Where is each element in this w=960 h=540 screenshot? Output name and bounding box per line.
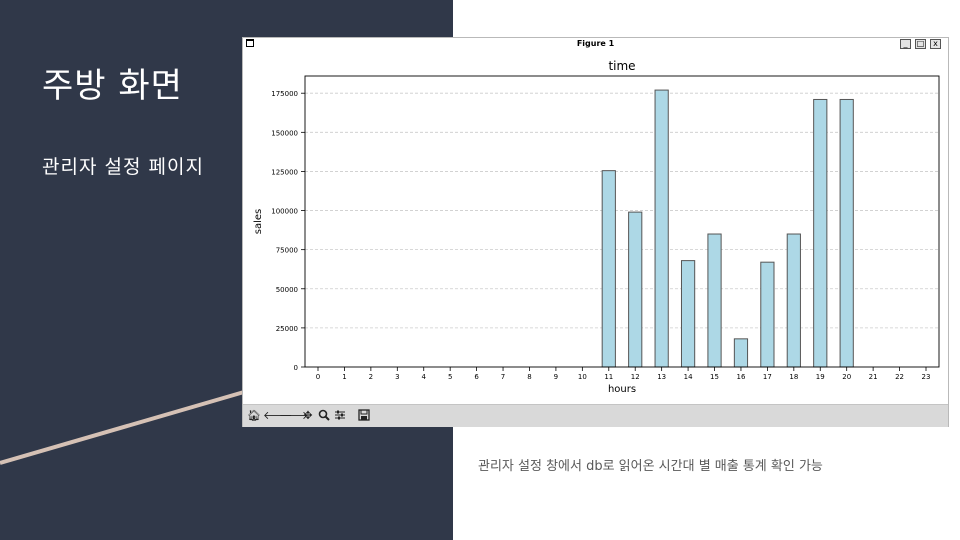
x-tick-label: 6 xyxy=(474,373,479,381)
window-icon xyxy=(246,39,254,47)
slide-title: 주방 화면 xyxy=(42,66,183,106)
x-tick-label: 12 xyxy=(631,373,640,381)
zoom-icon[interactable] xyxy=(317,409,331,423)
y-tick-label: 100000 xyxy=(271,208,298,216)
y-tick-label: 150000 xyxy=(271,129,298,137)
bar-chart: 0 25000 50000 75000 100000 125000 150000 175000… xyxy=(253,59,940,395)
x-tick-label: 13 xyxy=(657,373,666,381)
x-tick-label: 11 xyxy=(604,373,613,381)
window-titlebar[interactable]: Figure 1 _ □ x xyxy=(243,38,948,50)
x-tick-label: 5 xyxy=(448,373,452,381)
bar-16 xyxy=(733,338,749,368)
x-tick-label: 15 xyxy=(710,373,719,381)
y-axis-label: sales xyxy=(253,209,264,234)
x-tick-label: 4 xyxy=(422,373,427,381)
x-tick-label: 14 xyxy=(684,373,693,381)
y-tick-label: 25000 xyxy=(276,325,298,333)
bar-19 xyxy=(813,98,828,368)
x-tick-label: 23 xyxy=(922,373,931,381)
x-tick-label: 17 xyxy=(763,373,772,381)
x-axis-label: hours xyxy=(608,384,636,395)
x-tick-label: 9 xyxy=(554,373,558,381)
slide-subtitle: 관리자 설정 페이지 xyxy=(42,156,204,178)
x-tick-label: 18 xyxy=(789,373,798,381)
chart-title: time xyxy=(608,59,635,73)
minimize-button[interactable]: _ xyxy=(900,39,911,49)
home-icon[interactable]: 🏠︎ xyxy=(247,409,261,422)
x-tick-label: 0 xyxy=(316,373,320,381)
close-button[interactable]: x xyxy=(930,39,941,49)
x-tick-label: 8 xyxy=(527,373,531,381)
save-icon[interactable] xyxy=(357,409,371,423)
forward-arrow-icon[interactable]: 🡒 xyxy=(279,409,309,422)
x-tick-label: 20 xyxy=(842,373,851,381)
back-arrow-icon[interactable]: 🡐 xyxy=(263,409,293,422)
configure-subplots-icon[interactable] xyxy=(333,409,347,423)
x-tick-label: 1 xyxy=(342,373,346,381)
figure-toolbar: 🏠︎ 🡐 🡒 ✥ xyxy=(243,404,948,427)
y-tick-label: 125000 xyxy=(271,168,298,176)
bar-18 xyxy=(786,233,801,368)
x-tick-label: 2 xyxy=(369,373,373,381)
x-tick-label: 7 xyxy=(501,373,505,381)
figure-window: Figure 1 _ □ x 0 25000 50000 75000 100000 125… xyxy=(242,37,949,427)
bar-12 xyxy=(628,211,643,368)
x-tick-label: 16 xyxy=(736,373,745,381)
x-tick-label: 21 xyxy=(869,373,878,381)
maximize-button[interactable]: □ xyxy=(915,39,926,49)
y-tick-label: 175000 xyxy=(271,90,298,98)
bar-15 xyxy=(707,233,722,368)
y-tick-label: 75000 xyxy=(276,247,298,255)
x-tick-label: 3 xyxy=(395,373,399,381)
axes-frame xyxy=(304,75,940,368)
x-tick-label: 10 xyxy=(578,373,587,381)
bar-20 xyxy=(839,98,854,368)
pan-icon[interactable]: ✥ xyxy=(303,409,313,422)
bar-13 xyxy=(654,89,669,368)
bar-17 xyxy=(760,261,775,368)
slide-caption: 관리자 설정 창에서 db로 읽어온 시간대 별 매출 통계 확인 가능 xyxy=(478,459,823,474)
window-title: Figure 1 xyxy=(576,39,615,48)
bar-14 xyxy=(680,260,696,368)
y-tick-label: 0 xyxy=(294,364,298,372)
y-tick-label: 50000 xyxy=(276,286,298,294)
x-tick-label: 19 xyxy=(816,373,825,381)
x-tick-label: 22 xyxy=(895,373,904,381)
bar-11 xyxy=(601,170,616,368)
